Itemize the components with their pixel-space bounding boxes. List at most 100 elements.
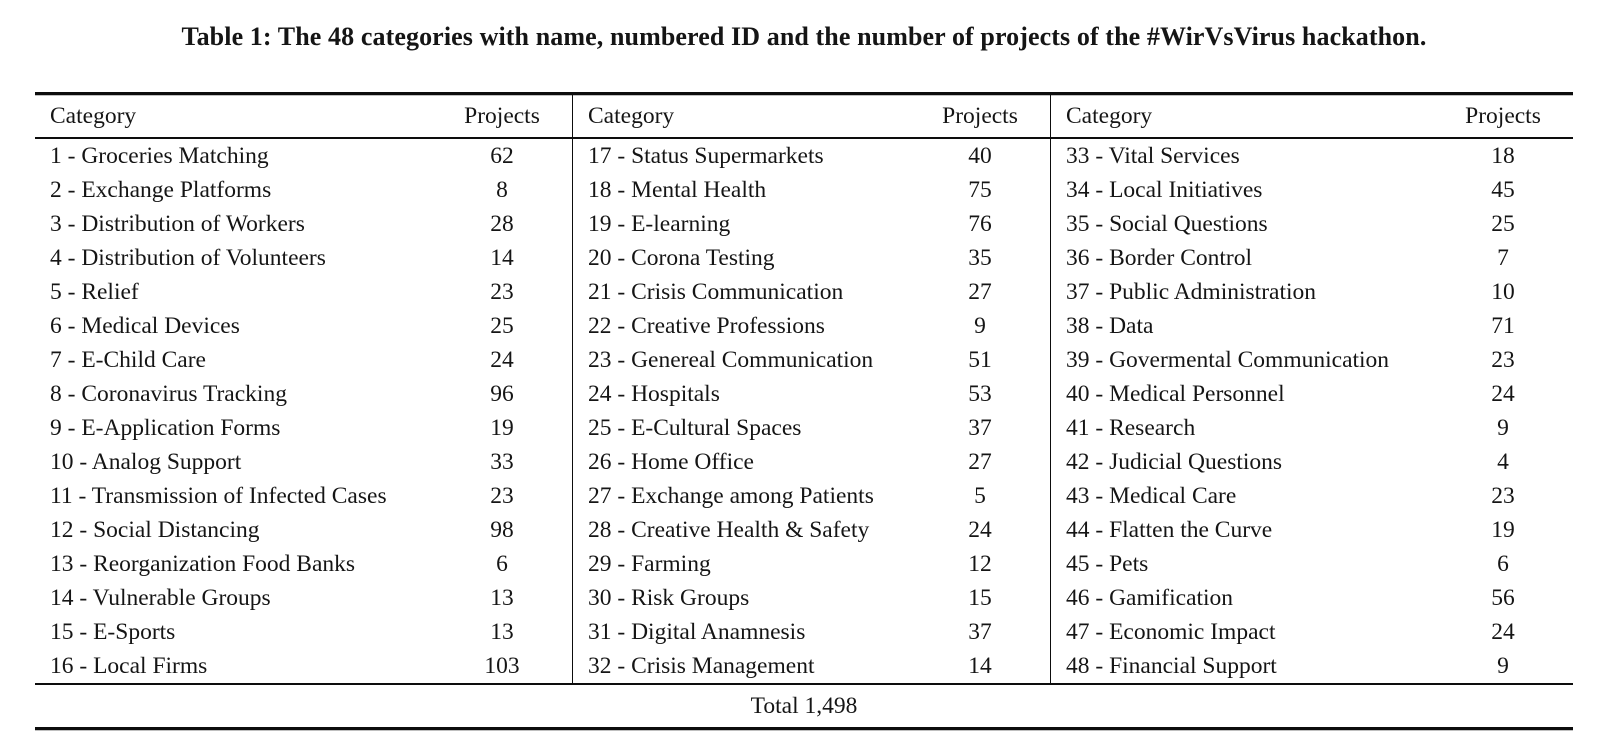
category-cell: 6 - Medical Devices — [50, 312, 240, 339]
table-row: 3 - Distribution of Workers 28 — [35, 207, 572, 241]
table-row: 33 - Vital Services 18 — [1051, 139, 1573, 173]
table-row: 7 - E-Child Care 24 — [35, 343, 572, 377]
projects-cell: 14 — [490, 244, 514, 271]
category-cell: 36 - Border Control — [1066, 244, 1253, 271]
category-cell: 27 - Exchange among Patients — [588, 482, 874, 509]
projects-cell: 15 — [968, 584, 992, 611]
table-row: 36 - Border Control 7 — [1051, 241, 1573, 275]
projects-cell: 23 — [1491, 482, 1515, 509]
category-cell: 21 - Crisis Communication — [588, 278, 844, 305]
table-top-rule — [35, 92, 1573, 95]
table-row: 17 - Status Supermarkets 40 — [573, 139, 1050, 173]
table-row: 9 - E-Application Forms 19 — [35, 411, 572, 445]
category-cell: 29 - Farming — [588, 550, 711, 577]
category-cell: 1 - Groceries Matching — [50, 142, 269, 169]
table-row: 14 - Vulnerable Groups 13 — [35, 581, 572, 615]
category-cell: 23 - Genereal Communication — [588, 346, 874, 373]
category-cell: 39 - Govermental Communication — [1066, 346, 1390, 373]
projects-cell: 24 — [490, 346, 514, 373]
table-column-group-1: Category Projects 1 - Groceries Matching 6… — [35, 95, 572, 683]
category-cell: 46 - Gamification — [1066, 584, 1234, 611]
projects-cell: 7 — [1497, 244, 1509, 271]
category-cell: 5 - Relief — [50, 278, 139, 305]
table-row: 6 - Medical Devices 25 — [35, 309, 572, 343]
projects-cell: 71 — [1491, 312, 1515, 339]
projects-cell: 14 — [968, 652, 992, 679]
table-body-grid: Category Projects 1 - Groceries Matching 6… — [35, 95, 1573, 683]
category-cell: 37 - Public Administration — [1066, 278, 1317, 305]
table-row: 30 - Risk Groups 15 — [573, 581, 1050, 615]
projects-cell: 9 — [974, 312, 986, 339]
projects-cell: 51 — [968, 346, 992, 373]
projects-cell: 24 — [1491, 618, 1515, 645]
projects-cell: 40 — [968, 142, 992, 169]
projects-cell: 10 — [1491, 278, 1515, 305]
category-cell: 18 - Mental Health — [588, 176, 767, 203]
table-row: 43 - Medical Care 23 — [1051, 479, 1573, 513]
table-row: 31 - Digital Anamnesis 37 — [573, 615, 1050, 649]
projects-cell: 24 — [968, 516, 992, 543]
category-cell: 10 - Analog Support — [50, 448, 242, 475]
projects-cell: 37 — [968, 414, 992, 441]
projects-cell: 6 — [496, 550, 508, 577]
table-column-group-3: Category Projects 33 - Vital Services 18 3… — [1050, 95, 1573, 683]
projects-cell: 6 — [1497, 550, 1509, 577]
table-row: 15 - E-Sports 13 — [35, 615, 572, 649]
table-row: 38 - Data 71 — [1051, 309, 1573, 343]
category-header: Category — [1066, 102, 1153, 129]
table-row: 8 - Coronavirus Tracking 96 — [35, 377, 572, 411]
projects-cell: 23 — [1491, 346, 1515, 373]
table-row: 22 - Creative Professions 9 — [573, 309, 1050, 343]
table-row: 20 - Corona Testing 35 — [573, 241, 1050, 275]
projects-cell: 33 — [490, 448, 514, 475]
category-cell: 11 - Transmission of Infected Cases — [50, 482, 387, 509]
category-cell: 38 - Data — [1066, 312, 1154, 339]
projects-cell: 13 — [490, 618, 514, 645]
projects-cell: 18 — [1491, 142, 1515, 169]
projects-cell: 13 — [490, 584, 514, 611]
category-cell: 15 - E-Sports — [50, 618, 176, 645]
projects-cell: 27 — [968, 278, 992, 305]
projects-cell: 23 — [490, 482, 514, 509]
table-row: 37 - Public Administration 10 — [1051, 275, 1573, 309]
table-row: 24 - Hospitals 53 — [573, 377, 1050, 411]
projects-cell: 75 — [968, 176, 992, 203]
projects-header: Projects — [464, 102, 540, 129]
projects-cell: 27 — [968, 448, 992, 475]
projects-cell: 103 — [484, 652, 520, 679]
projects-cell: 56 — [1491, 584, 1515, 611]
projects-cell: 28 — [490, 210, 514, 237]
category-cell: 34 - Local Initiatives — [1066, 176, 1263, 203]
category-cell: 22 - Creative Professions — [588, 312, 825, 339]
category-cell: 3 - Distribution of Workers — [50, 210, 305, 237]
category-cell: 32 - Crisis Management — [588, 652, 815, 679]
table-row: 5 - Relief 23 — [35, 275, 572, 309]
projects-cell: 53 — [968, 380, 992, 407]
table-row: 44 - Flatten the Curve 19 — [1051, 513, 1573, 547]
table-row: 48 - Financial Support 9 — [1051, 649, 1573, 683]
table-row: 12 - Social Distancing 98 — [35, 513, 572, 547]
category-cell: 26 - Home Office — [588, 448, 754, 475]
category-cell: 20 - Corona Testing — [588, 244, 775, 271]
category-cell: 19 - E-learning — [588, 210, 731, 237]
table-total-rule — [35, 683, 1573, 685]
table-row: 4 - Distribution of Volunteers 14 — [35, 241, 572, 275]
projects-cell: 19 — [1491, 516, 1515, 543]
table-row: 34 - Local Initiatives 45 — [1051, 173, 1573, 207]
projects-cell: 98 — [490, 516, 514, 543]
total-row: Total 1,498 — [750, 693, 858, 719]
table-header-row: Category Projects — [1051, 95, 1573, 139]
projects-cell: 45 — [1491, 176, 1515, 203]
category-cell: 8 - Coronavirus Tracking — [50, 380, 287, 407]
projects-cell: 19 — [490, 414, 514, 441]
projects-cell: 35 — [968, 244, 992, 271]
table-row: 21 - Crisis Communication 27 — [573, 275, 1050, 309]
table-row: 26 - Home Office 27 — [573, 445, 1050, 479]
table-row: 28 - Creative Health & Safety 24 — [573, 513, 1050, 547]
projects-header: Projects — [1465, 102, 1541, 129]
table-row: 16 - Local Firms 103 — [35, 649, 572, 683]
category-cell: 47 - Economic Impact — [1066, 618, 1276, 645]
table-row: 1 - Groceries Matching 62 — [35, 139, 572, 173]
table-row: 42 - Judicial Questions 4 — [1051, 445, 1573, 479]
table-row: 27 - Exchange among Patients 5 — [573, 479, 1050, 513]
